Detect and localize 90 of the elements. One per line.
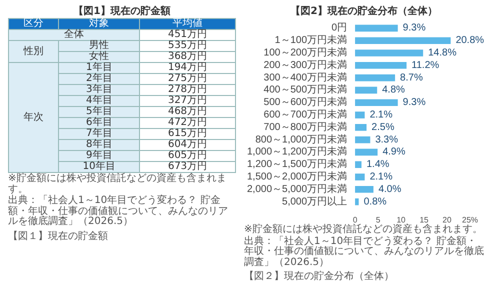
y-tick-label: 1～100万円未満 [274,34,348,46]
data-label: 615万円 [140,128,236,140]
y-tick-label: 700～800万円未満 [264,120,348,133]
y-tick-label: 5年目 [58,106,140,118]
y-tick-label: 7年目 [58,128,140,140]
y-tick-label: 3年目 [58,84,140,96]
y-tick-label: 1,500～2,000万円未満 [246,170,348,182]
source-note: 出典：「社会人1～10年目でどう変わる？ 貯金額・年収・仕事の価値観について、みんなのリアルを徹底調査」（2026.5） [8,195,229,228]
data-label: 673万円 [140,161,236,172]
text: 性別 [8,40,59,62]
bar [355,50,424,56]
y-tick-label: 300～400万円未満 [264,71,348,84]
data-label: 14.8% [428,48,457,58]
data-label: 451万円 [140,29,236,40]
text: ※貯金額には株や投資信託などの資産も含まれます。 [8,173,228,194]
data-label: 275万円 [140,73,236,84]
text: 全体 [8,29,140,40]
data-label: 368万円 [140,51,236,62]
text: 区分 [8,18,59,30]
x-tick-label: 25% [462,216,478,224]
text: 【図１】現在の貯金額 [8,230,109,242]
y-tick-label: 200～300万円未満 [264,58,348,71]
y-tick-label: 8年目 [58,139,140,150]
y-tick-label: 1,200～1,500万円未満 [246,158,348,170]
data-label: 11.2% [412,60,440,71]
bar [355,161,362,168]
y-tick-label: 男性 [58,40,140,52]
y-tick-label: 400～500万円未満 [264,84,348,96]
data-label: 9.3% [402,22,426,34]
text: ※貯金額には株や投資信託などの資産も含まれます。 [244,224,484,236]
text: 【図２】現在の貯金分布（全体） [244,271,395,282]
y-tick-label: 2,000～5,000万円未満 [246,182,348,195]
bar [355,112,365,118]
bar [355,136,370,144]
y-tick-label: 10年目 [58,161,140,172]
y-tick-label: 1年目 [58,62,140,74]
y-tick-label: 500～600万円未満 [264,96,348,108]
y-tick-label: 9年目 [58,150,140,162]
text: 年次 [8,62,59,172]
bar [355,62,407,69]
y-tick-label: 4年目 [58,95,140,106]
data-label: 8.7% [400,72,423,84]
bar [355,86,378,94]
data-label: 3.3% [375,134,398,146]
y-tick-label: 800～1,000万円未満 [255,133,348,146]
data-label: 605万円 [140,150,236,162]
chart-title: 【図2】現在の貯金分布（全体） [290,4,438,18]
y-tick-label: 5,000万円以上 [282,195,348,208]
data-label: 4.8% [382,84,406,96]
bar [355,198,359,206]
data-label: 9.3% [402,97,426,108]
bar [355,124,367,131]
y-tick-label: 0円 [331,22,348,34]
data-label: 0.8% [364,196,387,208]
bar [355,37,451,44]
data-label: 468万円 [140,106,236,118]
data-label: 2.5% [372,122,394,133]
y-tick-label: 600～700万円未満 [264,108,348,120]
chart-title: 【図1】現在の貯金額 [72,4,172,18]
bar [355,99,398,106]
data-label: 604万円 [140,139,236,150]
data-label: 1.4% [366,159,390,170]
x-tick-label: 5 [376,216,381,224]
data-label: 327万円 [140,95,236,106]
data-label: 4.9% [382,146,406,158]
bar [355,186,374,193]
data-label: 194万円 [140,62,236,74]
data-label: 535万円 [140,40,236,52]
data-label: 278万円 [140,84,236,96]
x-tick-label: 20 [442,216,452,224]
y-tick-label: 1,000～1,200万円未満 [246,146,348,158]
bar [355,74,396,82]
y-tick-label: 100～200万円未満 [264,46,348,58]
y-tick-label: 女性 [58,51,140,62]
y-tick-label: 2年目 [58,73,140,84]
x-tick-label: 0 [352,216,358,224]
data-label: 4.0% [378,184,402,195]
y-tick-label: 6年目 [58,117,140,128]
bar [355,24,398,32]
x-tick-label: 15 [420,216,430,224]
bar [355,174,365,180]
bar [355,148,378,156]
data-label: 472万円 [140,117,236,128]
source-note: 出典：「社会人1～10年目でどう変わる？ 貯金額・年収・仕事の価値観について、みんなのリアルを徹底調査」（2026.5） [244,236,484,268]
data-label: 2.1% [370,172,393,182]
data-label: 20.8% [456,35,484,46]
data-label: 2.1% [370,110,393,120]
text: 対象 [58,18,140,30]
x-tick-label: 平均値 [140,18,236,30]
x-tick-label: 10 [396,216,406,224]
